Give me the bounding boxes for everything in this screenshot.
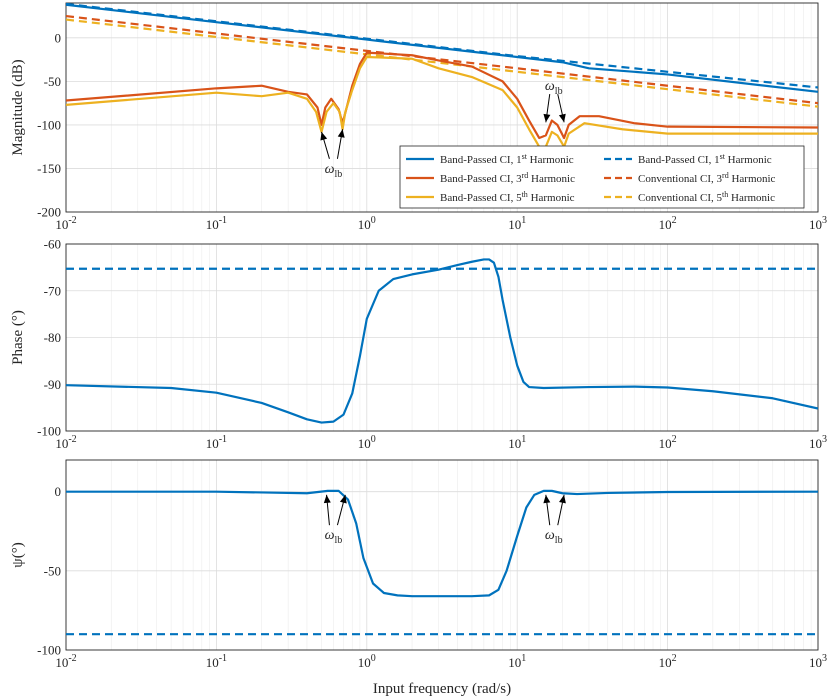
y-tick-label: 0 xyxy=(55,30,62,45)
y-tick-label: -50 xyxy=(44,563,61,578)
omega-lb-annotation: ωlb xyxy=(325,528,343,546)
x-tick-label: 103 xyxy=(809,434,827,451)
series-line-5 xyxy=(66,55,818,148)
annotation-arrowhead xyxy=(543,113,551,123)
x-tick-label: 100 xyxy=(358,434,376,451)
series-line-1 xyxy=(66,258,818,424)
omega-lb-annotation: ωlb xyxy=(545,79,563,97)
y-tick-label: -100 xyxy=(37,117,61,132)
x-tick-label: 102 xyxy=(659,653,677,670)
legend-box xyxy=(399,145,805,209)
phase-panel: 10-2 10-1 100 101 102 103 -60 -70 -80 -90 -100 Phas… xyxy=(10,237,827,452)
y-tick-label: -100 xyxy=(37,424,61,439)
series-line-2 xyxy=(66,14,818,105)
legend-entry: Band-Passed CI, 1st Harmonic xyxy=(440,152,574,166)
series-line-1 xyxy=(66,489,818,598)
y-axis-label: Magnitude (dB) xyxy=(10,59,26,155)
legend: Band-Passed CI, 1st Harmonic Band-Passed … xyxy=(399,145,805,209)
x-tick-label: 102 xyxy=(659,434,677,451)
magnitude-panel: 10-2 10-1 100 101 102 103 0 -50 -100 -150 -200 Magn… xyxy=(10,2,827,232)
annotation-arrowhead xyxy=(320,131,328,141)
axes-frame xyxy=(65,459,819,651)
x-tick-label: 10-1 xyxy=(206,653,227,670)
annotation-arrowhead xyxy=(323,494,331,504)
annotation-arrowhead xyxy=(339,494,347,504)
x-tick-label: 10-1 xyxy=(206,215,227,232)
omega-lb-annotation: ωlb xyxy=(545,528,563,546)
x-tick-label: 101 xyxy=(508,215,526,232)
y-axis-label: ψ(°) xyxy=(10,542,26,567)
y-axis-label: Phase (°) xyxy=(10,310,26,365)
x-tick-label: 101 xyxy=(508,434,526,451)
y-tick-label: -70 xyxy=(44,283,61,298)
x-tick-label: 101 xyxy=(508,653,526,670)
y-tick-label: -200 xyxy=(37,205,61,220)
x-axis-label: Input frequency (rad/s) xyxy=(373,681,511,697)
x-tick-label: 103 xyxy=(809,653,827,670)
y-tick-label: 0 xyxy=(55,484,62,499)
axes-frame xyxy=(65,2,819,213)
psi-panel: 10-2 10-1 100 101 102 103 0 -50 -100 ψ(°) ωlb ωlb xyxy=(10,459,827,670)
legend-entry: Band-Passed CI, 1st Harmonic xyxy=(638,152,772,166)
y-tick-label: -60 xyxy=(44,237,61,252)
x-tick-label: 100 xyxy=(358,215,376,232)
legend-entry: Band-Passed CI, 5th Harmonic xyxy=(440,190,575,204)
axes-frame xyxy=(65,243,819,432)
series-line-1 xyxy=(66,3,818,89)
annotation-arrowhead xyxy=(559,494,566,504)
omega-lb-annotation: ωlb xyxy=(325,162,343,180)
y-tick-label: -90 xyxy=(44,377,61,392)
legend-entry: Band-Passed CI, 3rd Harmonic xyxy=(440,171,575,185)
x-tick-label: 103 xyxy=(809,215,827,232)
y-tick-label: -50 xyxy=(44,74,61,89)
y-tick-label: -100 xyxy=(37,643,61,658)
series-line-4 xyxy=(66,51,818,140)
x-tick-label: 10-2 xyxy=(55,653,76,670)
y-tick-label: -150 xyxy=(37,161,61,176)
annotation-arrowhead xyxy=(543,494,551,504)
x-tick-label: 102 xyxy=(659,215,677,232)
legend-entry: Conventional CI, 3rd Harmonic xyxy=(638,171,776,185)
x-tick-label: 10-1 xyxy=(206,434,227,451)
x-tick-label: 10-2 xyxy=(55,215,76,232)
legend-entry: Conventional CI, 5th Harmonic xyxy=(638,190,775,204)
x-tick-label: 100 xyxy=(358,653,376,670)
annotation-arrowhead xyxy=(558,113,566,123)
series-line-3 xyxy=(66,18,818,108)
x-tick-label: 10-2 xyxy=(55,434,76,451)
annotation-arrowhead xyxy=(337,129,345,138)
y-tick-label: -80 xyxy=(44,330,61,345)
